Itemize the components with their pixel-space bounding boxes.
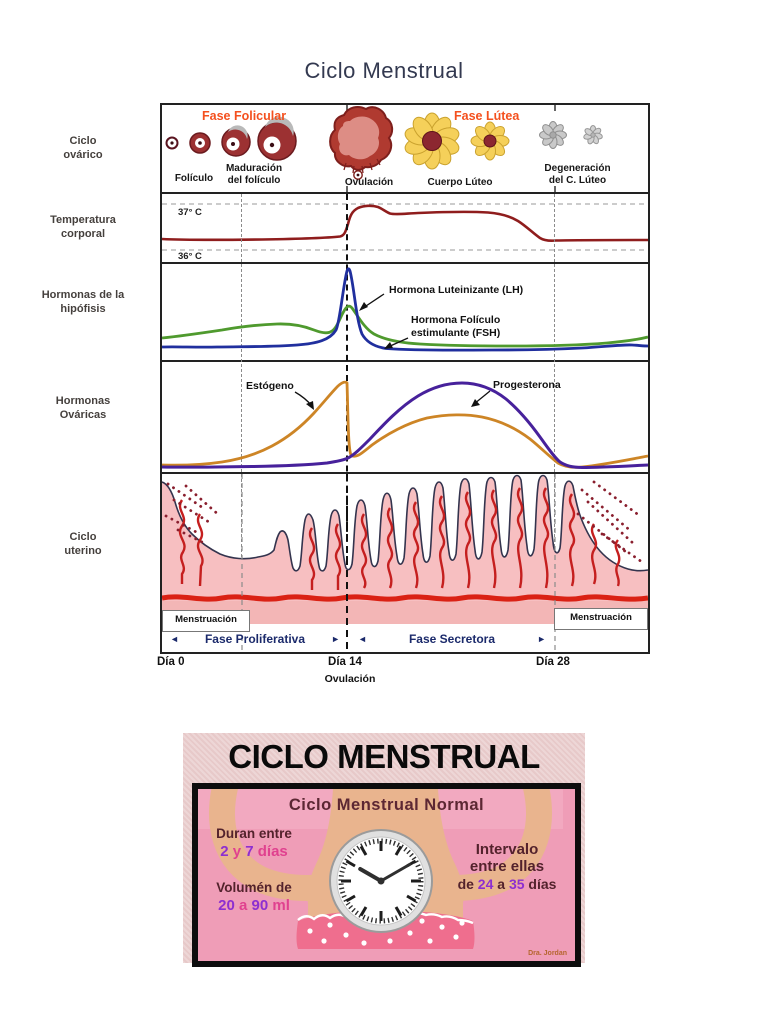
- page-title: Ciclo Menstrual: [304, 58, 464, 83]
- stage-foliculo-label: Folículo: [174, 173, 214, 184]
- poster-ciclo-menstrual: CICLO MENSTRUAL: [183, 733, 585, 967]
- volume-value: 20 a 90 ml: [218, 897, 290, 914]
- right-arrow-icon: ►: [331, 634, 340, 644]
- row-label-ovarian-hormones: Hormonas Ováricas: [55, 395, 111, 421]
- menstruation-right-box: Menstruación: [554, 608, 648, 630]
- fase-lutea-label: Fase Lútea: [454, 109, 520, 123]
- poster-photo-frame: Ciclo Menstrual Normal Duran entre 2 y 7…: [192, 783, 581, 967]
- fase-secretora-label: Fase Secretora: [408, 632, 496, 646]
- stage-ovulacion-label: Ovulación: [344, 177, 394, 188]
- interval-value: de 24 a 35 días: [457, 876, 557, 892]
- poster-credit: Dra. Jordan: [528, 950, 567, 957]
- poster-right-block: Intervalo entre ellas de 24 a 35 días: [452, 841, 562, 894]
- fsh-curve-label: Hormona Folículo estimulante (FSH): [411, 314, 501, 339]
- ovarian-hormone-curves: [162, 380, 648, 470]
- hour-hand: [358, 867, 383, 883]
- axis-day14-label: Día 14: [328, 656, 362, 668]
- panel-uterine-cycle: Menstruación Menstruación ◄ Fase Prolife…: [162, 474, 648, 652]
- endometrium-drawing: [162, 474, 648, 652]
- temperature-curve: [162, 203, 648, 251]
- row-label-ovarian-cycle: Ciclo ovárico: [63, 135, 103, 161]
- ovarian-cycle-icons: [165, 105, 603, 192]
- row-label-pituitary: Hormonas de la hipófisis: [41, 289, 125, 315]
- left-arrow-icon: ◄: [170, 634, 179, 644]
- degenerated-corpus-luteum-icon: [583, 125, 603, 145]
- degenerating-corpus-luteum-icon: [539, 121, 567, 149]
- left-arm-shape: [209, 789, 339, 902]
- panel-ovarian-cycle: Fase Folicular Fase Lútea Folículo Madur…: [162, 105, 648, 194]
- temp-36-label: 36° C: [178, 251, 202, 262]
- progesterone-curve-label: Progesterona: [493, 379, 561, 391]
- corpus-luteum-icon: [404, 112, 460, 170]
- panel-ovarian-hormones: Estógeno Progesterona: [162, 362, 648, 474]
- stage-cuerpo-luteo-label: Cuerpo Lúteo: [427, 177, 493, 188]
- menstruation-left-box: Menstruación: [162, 610, 250, 632]
- interval-label-line2: entre ellas: [469, 858, 545, 875]
- panel-pituitary-hormones: Hormona Luteinizante (LH) Hormona Folícu…: [162, 264, 648, 362]
- poster-subtitle: Ciclo Menstrual Normal: [288, 796, 485, 814]
- row-label-uterine-cycle: Ciclo uterino: [64, 531, 102, 557]
- lh-curve-label: Hormona Luteinizante (LH): [389, 284, 524, 296]
- row-label-temperature: Temperatura corporal: [50, 214, 116, 240]
- stage-degeneracion-label: Degeneración del C. Lúteo: [544, 163, 611, 186]
- stage-maduracion-label: Maduración del folículo: [225, 163, 283, 186]
- follicle-mature-icon: [257, 116, 297, 161]
- temp-37-label: 37° C: [178, 207, 202, 218]
- left-arrow-icon: ◄: [358, 634, 367, 644]
- menstruation-speckles: [164, 480, 644, 564]
- ovulation-icon: [329, 106, 394, 180]
- volume-label: Volumén de: [216, 880, 292, 895]
- fase-proliferativa-label: Fase Proliferativa: [204, 632, 306, 646]
- poster-illustration: [198, 789, 563, 949]
- poster-left-block: Duran entre 2 y 7 días Volumén de 20 a 9…: [202, 825, 306, 915]
- axis-day28-label: Día 28: [536, 656, 570, 668]
- interval-label-line1: Intervalo: [475, 841, 539, 858]
- right-arm-shape: [422, 789, 552, 902]
- pituitary-curves: [162, 267, 648, 352]
- clock-icon: [329, 829, 433, 933]
- axis-day0-label: Día 0: [157, 656, 185, 668]
- estrogen-curve-label: Estógeno: [246, 380, 294, 392]
- axis-ovulacion-label: Ovulación: [324, 673, 376, 685]
- follicle-small-icon: [165, 136, 179, 150]
- follicle-maturing-icon: [221, 125, 251, 157]
- day28-guide-line: [554, 194, 555, 562]
- follicle-growing-icon: [189, 132, 211, 154]
- duration-value: 2 y 7 días: [220, 843, 288, 860]
- menstrual-cycle-diagram: Fase Folicular Fase Lútea Folículo Madur…: [160, 103, 650, 654]
- panel-temperature: 37° C 36° C: [162, 194, 648, 264]
- day14-guide-line: [346, 194, 348, 562]
- day5-guide-line: [241, 194, 242, 562]
- minute-hand: [379, 863, 412, 883]
- fase-proliferativa-bar: ◄ Fase Proliferativa ►: [170, 632, 340, 646]
- fase-secretora-bar: ◄ Fase Secretora ►: [358, 632, 546, 646]
- fase-folicular-label: Fase Folicular: [202, 109, 287, 123]
- endometrial-glands: [178, 487, 621, 590]
- duration-label: Duran entre: [216, 826, 292, 841]
- poster-title: CICLO MENSTRUAL: [228, 738, 540, 775]
- corpus-luteum-small-icon: [470, 121, 510, 161]
- right-arrow-icon: ►: [537, 634, 546, 644]
